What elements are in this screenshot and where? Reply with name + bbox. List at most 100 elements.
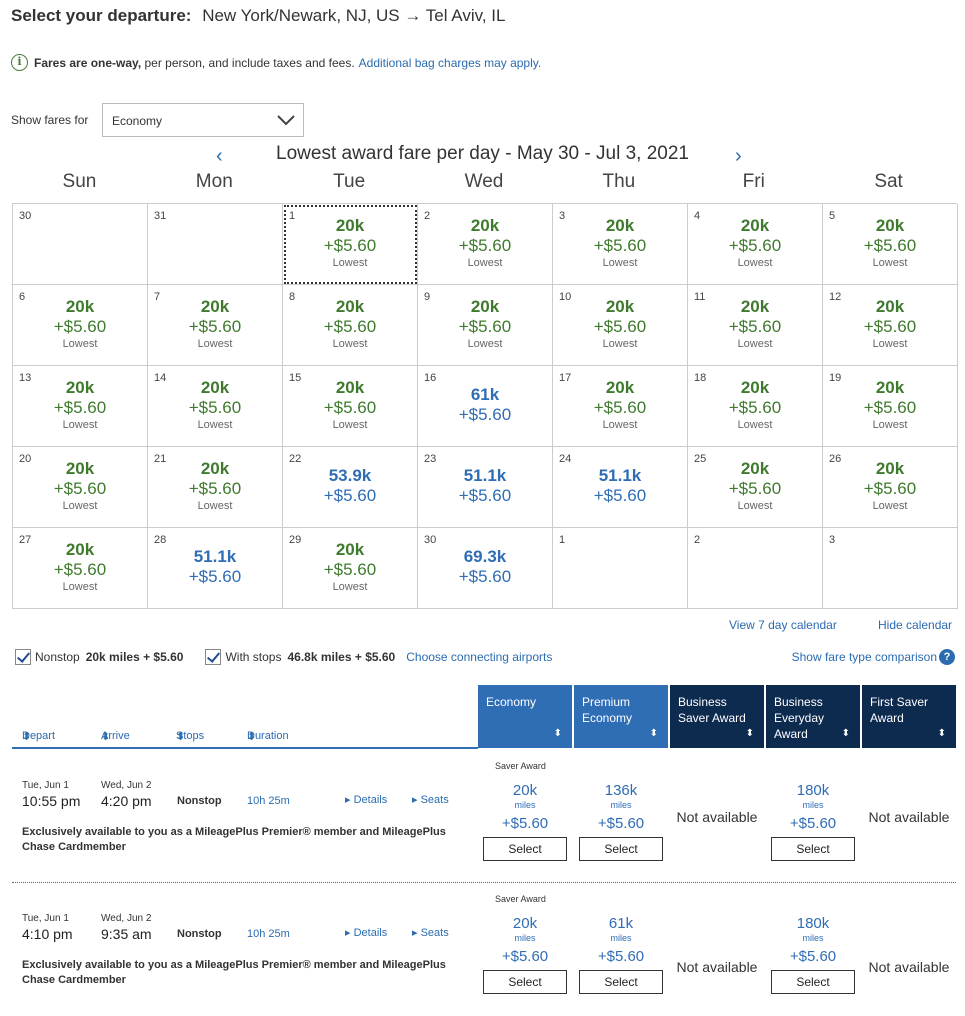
cabin-business-saver[interactable]: Business Saver Award ⬍ <box>670 685 764 748</box>
day-fee: +$5.60 <box>863 479 917 498</box>
cabin-select[interactable]: Economy <box>102 103 304 137</box>
fare-comparison-link[interactable]: Show fare type comparison <box>791 650 937 664</box>
header-label: Select your departure: <box>11 6 192 25</box>
calendar-day-cell[interactable]: 15 20k +$5.60 Lowest <box>283 366 418 447</box>
prev-arrow-icon[interactable]: ‹ <box>216 145 223 167</box>
depart-date: Tue, Jun 1 <box>22 780 69 791</box>
seats-link[interactable]: ▸ Seats <box>412 794 449 806</box>
cabin-premium-economy[interactable]: Premium Economy ⬍ <box>574 685 668 748</box>
day-miles: 20k <box>470 297 500 316</box>
calendar-day-cell[interactable]: 14 20k +$5.60 Lowest <box>148 366 283 447</box>
calendar-day-cell[interactable]: 12 20k +$5.60 Lowest <box>823 285 958 366</box>
cabin-economy[interactable]: Economy ⬍ <box>478 685 572 748</box>
day-miles: 20k <box>200 297 230 316</box>
calendar-day-cell[interactable]: 28 51.1k +$5.60 <box>148 528 283 609</box>
calendar-day-cell[interactable]: 1 20k +$5.60 Lowest <box>283 204 418 285</box>
help-icon[interactable]: ? <box>939 649 955 665</box>
day-of-week-label: Tue <box>333 171 366 192</box>
fare-fee: +$5.60 <box>597 948 645 965</box>
lowest-label: Lowest <box>872 419 908 431</box>
nonstop-price: 20k miles + $5.60 <box>85 650 184 664</box>
calendar-day-cell: 31 <box>148 204 283 285</box>
day-miles: 20k <box>740 378 770 397</box>
day-number: 14 <box>154 372 167 384</box>
calendar-day-cell[interactable]: 11 20k +$5.60 Lowest <box>688 285 823 366</box>
view-7-day-link[interactable]: View 7 day calendar <box>729 618 837 632</box>
select-button[interactable]: Select <box>771 837 855 861</box>
day-number: 1 <box>559 534 566 546</box>
calendar-day-cell[interactable]: 7 20k +$5.60 Lowest <box>148 285 283 366</box>
with-stops-checkbox[interactable] <box>205 649 222 665</box>
connecting-airports-link[interactable]: Choose connecting airports <box>406 650 553 664</box>
day-number: 2 <box>694 534 701 546</box>
saver-award-label: Saver Award <box>495 894 546 904</box>
calendar-day-cell[interactable]: 4 20k +$5.60 Lowest <box>688 204 823 285</box>
calendar-day-cell[interactable]: 5 20k +$5.60 Lowest <box>823 204 958 285</box>
calendar-day-cell[interactable]: 16 61k +$5.60 <box>418 366 553 447</box>
duration-label: Duration <box>247 730 289 742</box>
calendar-day-cell[interactable]: 20 20k +$5.60 Lowest <box>13 447 148 528</box>
not-available: Not available <box>676 959 758 975</box>
day-miles: 20k <box>65 459 95 478</box>
calendar-day-cell: 2 <box>688 528 823 609</box>
select-button[interactable]: Select <box>579 970 663 994</box>
select-button[interactable]: Select <box>483 970 567 994</box>
calendar-day-cell[interactable]: 2 20k +$5.60 Lowest <box>418 204 553 285</box>
flight-row: Saver Award Tue, Jun 1 10:55 pm Wed, Jun… <box>12 760 956 880</box>
calendar-day-cell[interactable]: 6 20k +$5.60 Lowest <box>13 285 148 366</box>
sort-header: Depart ⬍ Arrive ⬍ Stops ⬍ Duration ⬍ <box>12 728 478 749</box>
day-miles: 20k <box>605 216 635 235</box>
fare-business-everyday: 180k miles +$5.60 Select <box>766 782 860 861</box>
sort-icon: ⬍ <box>745 728 754 739</box>
fare-miles: 180k <box>796 915 830 932</box>
sort-icon: ⬍ <box>937 728 946 739</box>
calendar-day-cell[interactable]: 29 20k +$5.60 Lowest <box>283 528 418 609</box>
hide-calendar-link[interactable]: Hide calendar <box>878 618 953 632</box>
calendar-day-cell[interactable]: 9 20k +$5.60 Lowest <box>418 285 553 366</box>
calendar-day-cell[interactable]: 13 20k +$5.60 Lowest <box>13 366 148 447</box>
sort-icon: ⬍ <box>22 731 32 743</box>
calendar-day-cell[interactable]: 10 20k +$5.60 Lowest <box>553 285 688 366</box>
bag-charges-link[interactable]: Additional bag charges may apply. <box>358 55 542 70</box>
calendar-day-cell[interactable]: 21 20k +$5.60 Lowest <box>148 447 283 528</box>
calendar-day-cell[interactable]: 30 69.3k +$5.60 <box>418 528 553 609</box>
cabin-first-saver[interactable]: First Saver Award ⬍ <box>862 685 956 748</box>
calendar-day-cell[interactable]: 26 20k +$5.60 Lowest <box>823 447 958 528</box>
day-miles: 20k <box>875 297 905 316</box>
seats-link[interactable]: ▸ Seats <box>412 927 449 939</box>
day-miles: 20k <box>335 216 365 235</box>
lowest-label: Lowest <box>602 419 638 431</box>
calendar-day-cell[interactable]: 19 20k +$5.60 Lowest <box>823 366 958 447</box>
fare-unit: miles <box>610 933 632 943</box>
select-button[interactable]: Select <box>771 970 855 994</box>
calendar-day-cell[interactable]: 23 51.1k +$5.60 <box>418 447 553 528</box>
next-arrow-icon[interactable]: › <box>735 145 742 167</box>
nonstop-checkbox[interactable] <box>15 649 31 665</box>
show-fares-label: Show fares for <box>11 113 89 127</box>
calendar-day-cell[interactable]: 3 20k +$5.60 Lowest <box>553 204 688 285</box>
day-number: 25 <box>694 453 707 465</box>
calendar-day-cell[interactable]: 27 20k +$5.60 Lowest <box>13 528 148 609</box>
day-number: 20 <box>19 453 32 465</box>
day-fee: +$5.60 <box>53 398 107 417</box>
day-fee: +$5.60 <box>458 486 512 505</box>
day-fee: +$5.60 <box>188 567 242 586</box>
select-button[interactable]: Select <box>579 837 663 861</box>
day-number: 9 <box>424 291 431 303</box>
select-button[interactable]: Select <box>483 837 567 861</box>
calendar-day-cell[interactable]: 22 53.9k +$5.60 <box>283 447 418 528</box>
calendar-day-cell[interactable]: 17 20k +$5.60 Lowest <box>553 366 688 447</box>
calendar-day-cell[interactable]: 24 51.1k +$5.60 <box>553 447 688 528</box>
day-miles: 20k <box>605 378 635 397</box>
sort-icon: ⬍ <box>176 731 186 743</box>
calendar-day-cell[interactable]: 18 20k +$5.60 Lowest <box>688 366 823 447</box>
details-link[interactable]: ▸ Details <box>345 927 388 939</box>
day-fee: +$5.60 <box>53 479 107 498</box>
lowest-label: Lowest <box>62 500 98 512</box>
cabin-select-value: Economy <box>112 114 163 128</box>
details-link[interactable]: ▸ Details <box>345 794 388 806</box>
calendar-day-cell[interactable]: 8 20k +$5.60 Lowest <box>283 285 418 366</box>
day-number: 7 <box>154 291 161 303</box>
calendar-day-cell[interactable]: 25 20k +$5.60 Lowest <box>688 447 823 528</box>
cabin-business-everyday[interactable]: Business Everyday Award ⬍ <box>766 685 860 748</box>
